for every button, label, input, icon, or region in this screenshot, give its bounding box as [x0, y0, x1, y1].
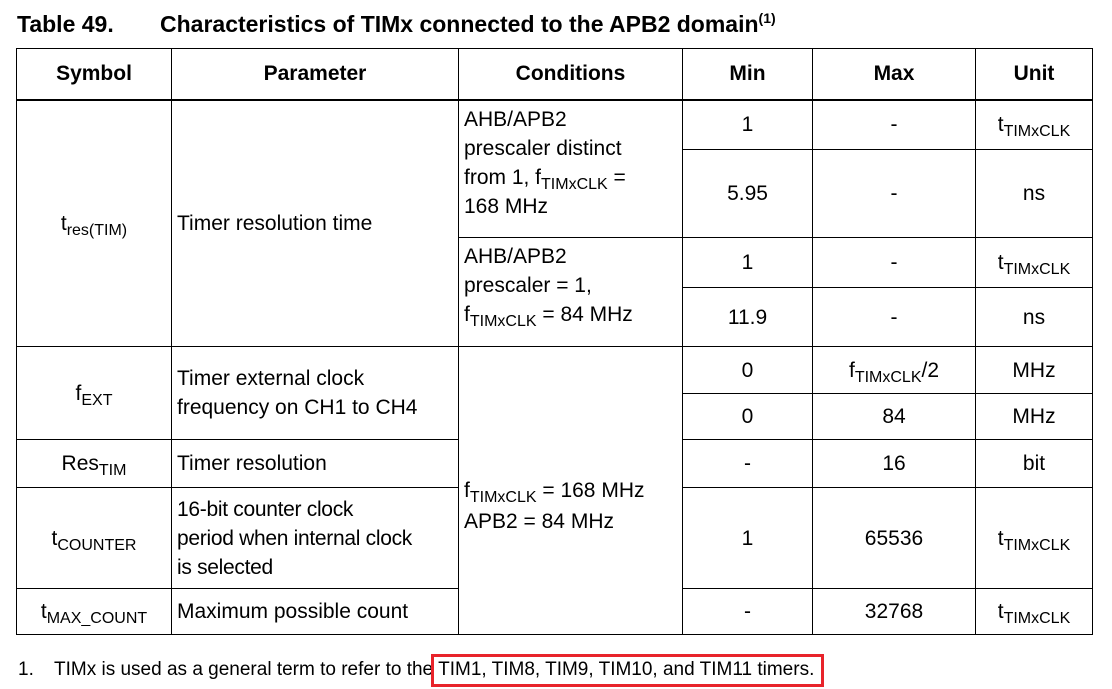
max-cell: -	[812, 149, 976, 238]
table-row: fEXT Timer external clock frequency on C…	[16, 346, 1093, 635]
max-cell: fTIMxCLK/2	[812, 346, 976, 394]
timx-characteristics-table: Symbol Parameter Conditions Min Max Unit…	[16, 48, 1093, 635]
parameter-tmax-count: Maximum possible count	[171, 588, 459, 635]
min-cell: 0	[682, 393, 813, 440]
header-unit: Unit	[975, 48, 1093, 101]
min-cell: 5.95	[682, 149, 813, 238]
footnote-highlight: TIM1, TIM8, TIM9, TIM10, and TIM11 timer…	[431, 654, 825, 687]
unit-cell: tTIMxCLK	[975, 237, 1093, 288]
min-cell: -	[682, 588, 813, 635]
table-row: 5.95 - ns	[17, 149, 1093, 238]
unit-cell: ns	[975, 149, 1093, 238]
max-cell: -	[812, 287, 976, 347]
unit-cell: tTIMxCLK	[975, 99, 1093, 150]
table-row: 0 84 MHz	[17, 393, 1093, 440]
unit-cell: ns	[975, 287, 1093, 347]
header-conditions: Conditions	[458, 48, 683, 101]
symbol-tcounter: tCOUNTER	[16, 487, 172, 589]
footnote-text: TIMx is used as a general term to refer …	[54, 659, 434, 680]
header-row: Symbol Parameter Conditions Min Max Unit	[16, 48, 1093, 101]
symbol-fext: fEXT	[16, 346, 172, 440]
parameter-tcounter: 16-bit counter clock period when interna…	[171, 487, 459, 589]
header-symbol: Symbol	[16, 48, 172, 101]
table-footnote: 1. TIMx is used as a general term to refe…	[18, 654, 825, 687]
title-footnote-ref: (1)	[758, 10, 776, 26]
max-cell: 16	[812, 439, 976, 488]
footnote-number: 1.	[18, 659, 34, 680]
table-number: Table 49.	[17, 11, 114, 37]
max-cell: 32768	[812, 588, 976, 635]
unit-cell: tTIMxCLK	[975, 588, 1093, 635]
table-title: Table 49. Characteristics of TIMx connect…	[17, 10, 776, 38]
table-title-text: Characteristics of TIMx connected to the…	[160, 11, 759, 37]
parameter-res: Timer resolution	[171, 439, 459, 488]
max-cell: -	[812, 99, 976, 150]
unit-cell: tTIMxCLK	[975, 487, 1093, 589]
table-row: tres(TIM) Timer resolution time AHB/APB2…	[16, 99, 1093, 347]
table-row: ResTIM Timer resolution - 16 bit	[16, 439, 1093, 488]
unit-cell: bit	[975, 439, 1093, 488]
table-row: tCOUNTER 16-bit counter clock period whe…	[16, 487, 1093, 589]
table-row: tMAX_COUNT Maximum possible count - 3276…	[16, 588, 1093, 635]
unit-cell: MHz	[975, 393, 1093, 440]
min-cell: 1	[682, 99, 813, 150]
min-cell: 0	[682, 346, 813, 394]
symbol-tres: tres(TIM)	[16, 99, 172, 347]
condition-prescaler-one: AHB/APB2 prescaler = 1, fTIMxCLK = 84 MH…	[458, 237, 683, 347]
max-cell: 65536	[812, 487, 976, 589]
header-parameter: Parameter	[171, 48, 459, 101]
symbol-tmax-count: tMAX_COUNT	[16, 588, 172, 635]
parameter-fext: Timer external clock frequency on CH1 to…	[171, 346, 459, 440]
condition-prescaler-distinct: AHB/APB2 prescaler distinct from 1, fTIM…	[458, 99, 683, 238]
condition-shared-168mhz: fTIMxCLK = 168 MHz APB2 = 84 MHz	[458, 346, 683, 635]
min-cell: 1	[682, 487, 813, 589]
parameter-tres: Timer resolution time	[171, 99, 459, 347]
min-cell: -	[682, 439, 813, 488]
unit-cell: MHz	[975, 346, 1093, 394]
header-max: Max	[812, 48, 976, 101]
header-min: Min	[682, 48, 813, 101]
min-cell: 11.9	[682, 287, 813, 347]
max-cell: -	[812, 237, 976, 288]
symbol-res: ResTIM	[16, 439, 172, 488]
max-cell: 84	[812, 393, 976, 440]
min-cell: 1	[682, 237, 813, 288]
